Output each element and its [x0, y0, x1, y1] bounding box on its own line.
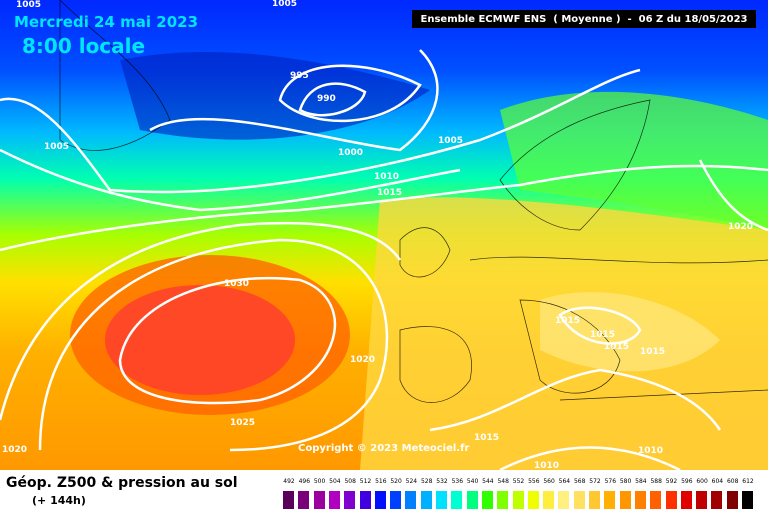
isobar-label: 1015 — [604, 342, 629, 352]
legend-value: 536 — [451, 478, 464, 485]
legend-value: 592 — [665, 478, 678, 485]
legend-value: 512 — [359, 478, 372, 485]
legend-value: 588 — [650, 478, 662, 485]
isobar-label: 1030 — [224, 279, 249, 289]
legend-swatch — [497, 491, 509, 509]
legend-value: 516 — [375, 478, 387, 485]
legend-swatch — [481, 491, 493, 509]
legend-swatch — [436, 491, 447, 509]
forecast-date: Mercredi 24 mai 2023 — [14, 13, 199, 31]
isobar-label: 1015 — [640, 347, 665, 357]
legend-swatch — [558, 491, 570, 509]
legend-swatch — [711, 491, 723, 509]
legend-value: 496 — [298, 478, 311, 485]
legend-swatch — [466, 491, 478, 509]
weather-map: 1005 1005 995 990 1005 1000 1005 1010 10… — [0, 0, 768, 470]
isobar-label: 1010 — [638, 446, 663, 456]
legend-swatch — [589, 491, 600, 509]
legend-swatch — [283, 491, 294, 509]
legend-swatch — [634, 491, 646, 509]
legend-value: 548 — [497, 478, 509, 485]
isobar-label: 1015 — [377, 188, 402, 198]
legend-value: 556 — [528, 478, 540, 485]
legend-swatch — [313, 491, 325, 509]
forecast-range: (+ 144h) — [32, 494, 86, 507]
legend-value: 492 — [283, 478, 295, 485]
legend-swatch — [420, 491, 432, 509]
isobar-label: 1005 — [438, 136, 463, 146]
isobar-label: 995 — [290, 71, 309, 81]
isobar-label: 1005 — [16, 0, 41, 10]
legend-value: 596 — [681, 478, 693, 485]
isobar-label: 1020 — [2, 445, 27, 455]
legend-swatch — [680, 491, 692, 509]
legend-value: 528 — [420, 478, 433, 485]
legend-value: 568 — [573, 478, 586, 485]
legend-value: 576 — [604, 478, 617, 485]
isobar-label: 1000 — [338, 148, 363, 158]
legend-swatch — [298, 491, 310, 509]
legend-swatch — [390, 491, 402, 509]
legend-swatch — [726, 491, 738, 509]
legend-value: 520 — [390, 478, 402, 485]
map-title: Géop. Z500 & pression au sol — [6, 475, 238, 491]
legend-value: 600 — [696, 478, 708, 485]
legend-value: 504 — [329, 478, 341, 485]
legend-value: 584 — [635, 478, 647, 485]
legend-swatch — [742, 491, 753, 509]
legend-value: 552 — [512, 478, 525, 485]
legend-swatch — [405, 491, 417, 509]
legend-swatch — [696, 491, 708, 509]
isobar-label: 1020 — [728, 222, 753, 232]
map-footer: Géop. Z500 & pression au sol (+ 144h) 49… — [0, 470, 768, 512]
legend-swatch — [328, 491, 340, 509]
legend-value: 612 — [742, 478, 754, 485]
isobar-label: 1010 — [534, 461, 559, 470]
model-run-info: Ensemble ECMWF ENS ( Moyenne ) - 06 Z du… — [412, 10, 756, 28]
isobar-label: 1010 — [374, 172, 399, 182]
legend-value: 500 — [313, 478, 326, 485]
isobar-label: 1025 — [230, 418, 255, 428]
isobar-label: 1005 — [272, 0, 297, 9]
legend-swatch — [650, 491, 662, 509]
legend-swatch — [512, 491, 524, 509]
legend-swatch — [344, 491, 356, 509]
isobar-label: 1020 — [350, 355, 375, 365]
legend-value: 564 — [558, 478, 571, 485]
legend-swatch — [543, 491, 555, 509]
isobar-label: 1015 — [474, 433, 499, 443]
isobar-label: 990 — [317, 94, 336, 104]
legend-swatch — [359, 491, 371, 509]
legend-value: 604 — [711, 478, 724, 485]
legend-value: 540 — [466, 478, 479, 485]
legend-swatch — [665, 491, 677, 509]
legend-swatch — [604, 491, 616, 509]
legend-value: 544 — [482, 478, 494, 485]
isobar-label: 1015 — [555, 316, 580, 326]
copyright-notice: Copyright © 2023 Meteociel.fr — [298, 443, 470, 454]
legend-swatch — [374, 491, 386, 509]
isobar-label: 1015 — [590, 330, 615, 340]
legend-value: 608 — [726, 478, 739, 485]
legend-value: 508 — [344, 478, 356, 485]
forecast-time: 8:00 locale — [22, 34, 146, 58]
legend-swatch — [619, 491, 631, 509]
isobar-label: 1005 — [44, 142, 69, 152]
legend-value: 572 — [589, 478, 601, 485]
legend-value: 532 — [436, 478, 448, 485]
legend-swatch — [573, 491, 585, 509]
legend-value: 560 — [543, 478, 555, 485]
legend-swatch — [527, 491, 539, 509]
legend-value: 524 — [405, 478, 418, 485]
legend-swatch — [451, 491, 463, 509]
legend-value: 580 — [619, 478, 632, 485]
